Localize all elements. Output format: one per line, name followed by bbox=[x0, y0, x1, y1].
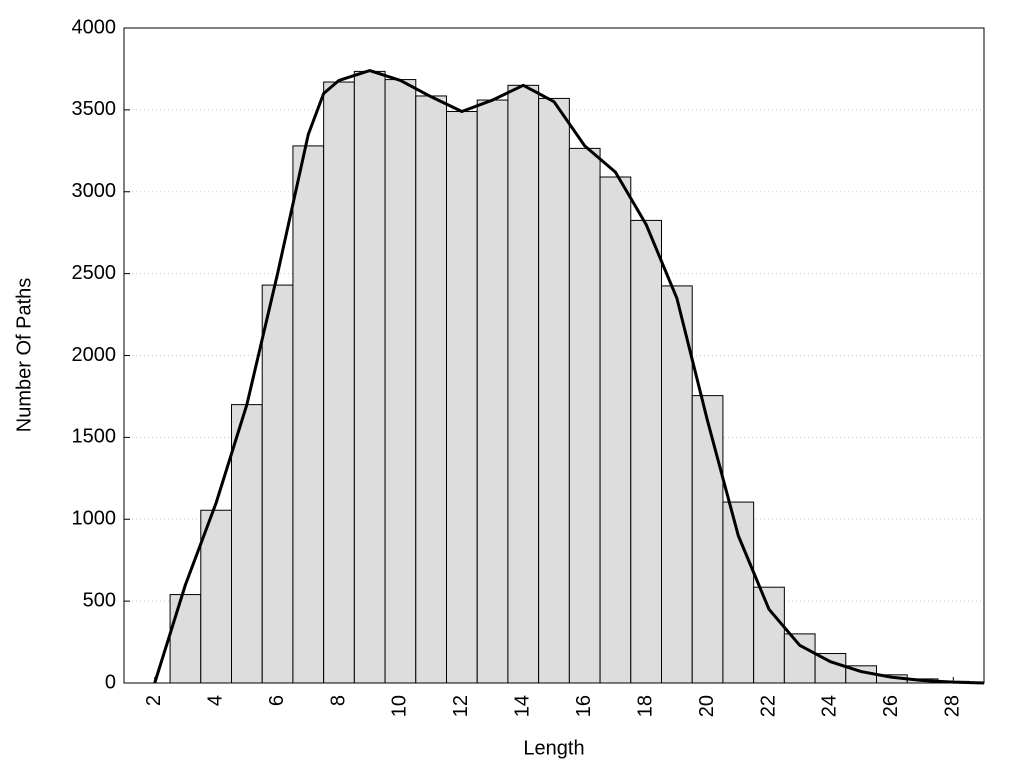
bar bbox=[169, 594, 202, 684]
y-tick-label: 1000 bbox=[72, 508, 117, 530]
bar bbox=[507, 84, 540, 684]
x-tick-label: 28 bbox=[942, 695, 964, 717]
y-tick-label: 2000 bbox=[72, 344, 117, 366]
x-tick-label: 20 bbox=[696, 695, 718, 717]
bar bbox=[476, 99, 509, 684]
bar bbox=[446, 111, 478, 684]
y-tick-label: 4000 bbox=[72, 16, 117, 38]
x-tick-label: 22 bbox=[757, 695, 779, 717]
bar bbox=[261, 284, 294, 684]
plot-frame bbox=[123, 27, 985, 684]
bar bbox=[630, 219, 662, 684]
x-axis-label: Length bbox=[523, 737, 584, 759]
y-tick-label: 500 bbox=[83, 589, 116, 611]
x-tick-label: 14 bbox=[512, 695, 534, 717]
x-tick-label: 10 bbox=[389, 695, 411, 717]
x-tick-label: 2 bbox=[143, 695, 165, 706]
bar bbox=[814, 653, 847, 684]
bar bbox=[538, 97, 570, 684]
bar bbox=[323, 81, 355, 684]
bar bbox=[200, 509, 233, 684]
bar bbox=[753, 586, 785, 684]
x-tick-label: 18 bbox=[634, 695, 656, 717]
y-tick-label: 2500 bbox=[72, 262, 117, 284]
x-tick-label: 6 bbox=[266, 695, 288, 706]
bar bbox=[568, 147, 601, 684]
bar bbox=[231, 404, 263, 684]
bar bbox=[384, 79, 417, 684]
y-tick-label: 0 bbox=[105, 671, 116, 693]
x-tick-label: 12 bbox=[450, 695, 472, 717]
bar bbox=[783, 633, 816, 684]
y-tick-label: 3500 bbox=[72, 98, 117, 120]
bar bbox=[722, 501, 755, 684]
density-curve bbox=[153, 69, 985, 685]
bar bbox=[292, 145, 325, 684]
y-tick-label: 3000 bbox=[72, 180, 117, 202]
y-axis-label: Number Of Paths bbox=[13, 278, 35, 433]
x-tick-label: 16 bbox=[573, 695, 595, 717]
bar bbox=[691, 395, 724, 684]
bar bbox=[353, 70, 386, 684]
bar bbox=[599, 176, 632, 684]
y-tick-label: 1500 bbox=[72, 426, 117, 448]
x-tick-label: 24 bbox=[819, 695, 841, 717]
x-tick-label: 8 bbox=[327, 695, 349, 706]
bar bbox=[415, 95, 447, 684]
x-tick-label: 4 bbox=[204, 695, 226, 706]
x-tick-label: 26 bbox=[880, 695, 902, 717]
